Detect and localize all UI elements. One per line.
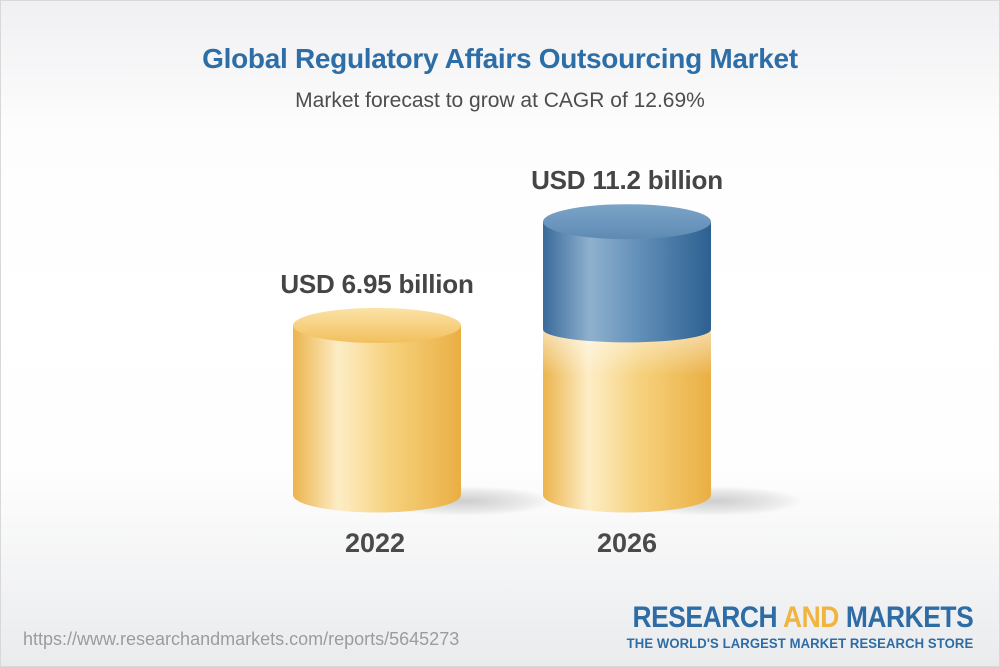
- category-label-2026: 2026: [596, 528, 658, 558]
- bar-2022-shadow: [377, 486, 553, 516]
- logo-tagline: THE WORLD'S LARGEST MARKET RESEARCH STOR…: [626, 636, 973, 651]
- chart-subtitle: Market forecast to grow at CAGR of 12.69…: [295, 89, 705, 112]
- logo-word-markets: MARKETS: [845, 601, 974, 634]
- logo-wordmark: RESEARCH AND MARKETS: [632, 601, 973, 635]
- bar-2026-base-sheen: [543, 329, 711, 376]
- bar-2022-body: [293, 325, 461, 513]
- value-label-2026: USD 11.2 billion: [531, 165, 723, 196]
- bar-2026-base-segment: [543, 309, 711, 513]
- bar-2026: [543, 204, 803, 516]
- bar-2026-growth-segment: [543, 221, 711, 343]
- chart-title: Global Regulatory Affairs Outsourcing Ma…: [202, 43, 798, 74]
- logo-word-and: AND: [782, 601, 839, 634]
- category-label-2022: 2022: [344, 528, 406, 558]
- logo-word-research: RESEARCH: [632, 601, 777, 634]
- bar-2026-shadow: [627, 486, 803, 516]
- bar-2026-top: [543, 204, 711, 240]
- bar-2022: [293, 307, 553, 516]
- report-url: https://www.researchandmarkets.com/repor…: [23, 629, 460, 649]
- research-and-markets-logo: RESEARCH AND MARKETS THE WORLD'S LARGEST…: [586, 601, 973, 651]
- value-label-2022: USD 6.95 billion: [280, 268, 474, 299]
- bar-2022-top: [293, 307, 461, 343]
